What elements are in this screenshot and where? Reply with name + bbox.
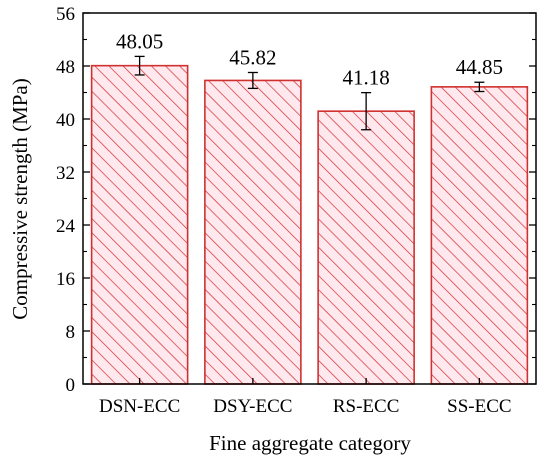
plot-frame <box>82 12 537 385</box>
x-tick-label-3: SS-ECC <box>447 396 511 417</box>
value-label-0: 48.05 <box>116 29 163 53</box>
y-tick-label-7: 56 <box>56 4 75 25</box>
plot-area: 48.05 DSN-ECC 45.82 DSY-ECC 41.18 RS-ECC 44.85… <box>56 4 537 417</box>
y-tick-label-4: 32 <box>56 163 75 184</box>
x-tick-label-0: DSN-ECC <box>99 396 180 417</box>
y-tick-label-0: 0 <box>66 375 76 396</box>
value-label-3: 44.85 <box>456 55 503 79</box>
bar-dsy-ecc <box>204 79 302 385</box>
value-label-2: 41.18 <box>343 66 390 90</box>
bar-dsn-ecc <box>90 64 189 385</box>
x-tick-label-2: RS-ECC <box>333 396 400 417</box>
y-tick-label-2: 16 <box>56 269 75 290</box>
y-tick-label-1: 8 <box>66 322 76 343</box>
y-tick-label-3: 24 <box>56 216 76 237</box>
value-label-1: 45.82 <box>229 45 276 69</box>
x-axis-title: Fine aggregate category <box>209 431 411 455</box>
y-tick-label-6: 48 <box>56 57 75 78</box>
y-tick-label-5: 40 <box>56 110 75 131</box>
y-axis-title: Compressive strength (MPa) <box>8 78 32 319</box>
bar-ss-ecc <box>430 86 529 385</box>
x-tick-label-1: DSY-ECC <box>213 396 292 417</box>
bar-rs-ecc <box>317 110 415 385</box>
